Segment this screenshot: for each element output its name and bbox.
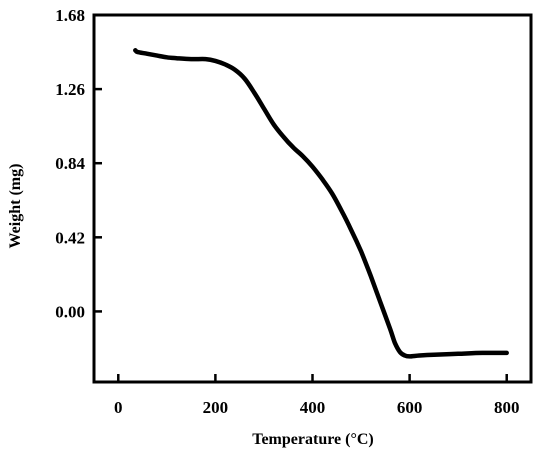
y-tick-label: 0.84 xyxy=(55,154,85,173)
y-tick-label: 1.26 xyxy=(55,80,85,99)
x-tick-label: 0 xyxy=(114,398,123,417)
x-tick-label: 600 xyxy=(397,398,423,417)
y-tick-label: 0.42 xyxy=(55,228,85,247)
series-line-weight xyxy=(133,48,509,359)
x-tick-label: 200 xyxy=(203,398,229,417)
y-axis-title: Weight (mg) xyxy=(7,164,24,249)
plot-frame xyxy=(92,13,533,384)
x-axis: 0 200 400 600 800 xyxy=(114,374,519,417)
x-axis-title: Temperature (°C) xyxy=(252,431,373,448)
y-tick-label: 0.00 xyxy=(55,302,85,321)
x-tick-label: 800 xyxy=(494,398,520,417)
x-tick-label: 400 xyxy=(300,398,326,417)
y-tick-label: 1.68 xyxy=(55,6,85,25)
y-axis: 0.00 0.42 0.84 1.26 1.68 xyxy=(55,6,102,321)
